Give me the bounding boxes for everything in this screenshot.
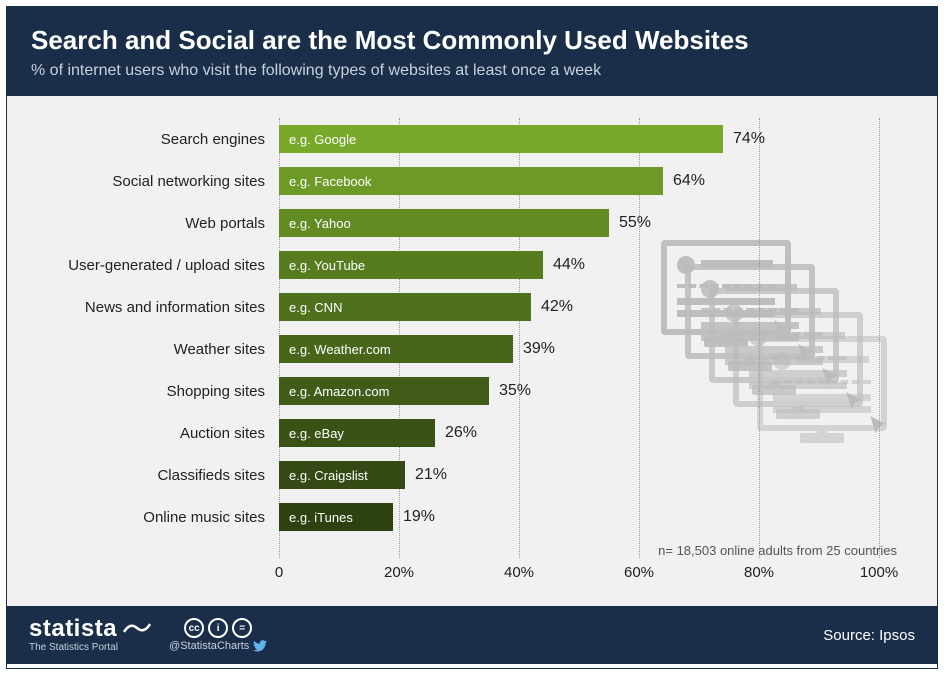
footer: statista The Statistics Portal cc i = @S… bbox=[7, 606, 937, 664]
twitter-icon bbox=[253, 640, 267, 652]
chart-header: Search and Social are the Most Commonly … bbox=[7, 7, 937, 96]
value-label: 44% bbox=[553, 256, 585, 274]
category-label: Weather sites bbox=[29, 341, 279, 358]
category-label: Shopping sites bbox=[29, 383, 279, 400]
bar: e.g. YouTube bbox=[279, 251, 543, 279]
bar: e.g. Yahoo bbox=[279, 209, 609, 237]
bar-wrap: e.g. iTunes 19% bbox=[279, 503, 879, 531]
x-tick-label: 20% bbox=[384, 564, 414, 581]
bar-wrap: e.g. Amazon.com 35% bbox=[279, 377, 879, 405]
twitter-handle: @StatistaCharts bbox=[169, 640, 249, 652]
bar-row: Weather sitese.g. Weather.com 39% bbox=[29, 328, 915, 370]
bar: e.g. iTunes bbox=[279, 503, 393, 531]
value-label: 21% bbox=[415, 466, 447, 484]
bar-rows: Search enginese.g. Google 74% Social netwo… bbox=[29, 118, 915, 538]
x-tick-label: 100% bbox=[860, 564, 898, 581]
bar-row: Search enginese.g. Google 74% bbox=[29, 118, 915, 160]
cc-license: cc i = @StatistaCharts bbox=[169, 618, 267, 652]
chart-subtitle: % of internet users who visit the follow… bbox=[31, 62, 913, 80]
bar: e.g. Craigslist bbox=[279, 461, 405, 489]
value-label: 74% bbox=[733, 130, 765, 148]
bar-wrap: e.g. Weather.com 39% bbox=[279, 335, 879, 363]
bar-row: User-generated / upload sitese.g. YouTub… bbox=[29, 244, 915, 286]
bar: e.g. Amazon.com bbox=[279, 377, 489, 405]
bar-wrap: e.g. eBay 26% bbox=[279, 419, 879, 447]
category-label: Classifieds sites bbox=[29, 467, 279, 484]
source-label: Source: Ipsos bbox=[823, 627, 915, 644]
value-label: 26% bbox=[445, 424, 477, 442]
category-label: Auction sites bbox=[29, 425, 279, 442]
value-label: 64% bbox=[673, 172, 705, 190]
category-label: Online music sites bbox=[29, 509, 279, 526]
bar-row: Web portalse.g. Yahoo 55% bbox=[29, 202, 915, 244]
by-icon: i bbox=[208, 618, 228, 638]
category-label: Web portals bbox=[29, 215, 279, 232]
bar-wrap: e.g. Google 74% bbox=[279, 125, 879, 153]
category-label: User-generated / upload sites bbox=[29, 257, 279, 274]
bar-wrap: e.g. Craigslist 21% bbox=[279, 461, 879, 489]
nd-icon: = bbox=[232, 618, 252, 638]
bar-wrap: e.g. Yahoo 55% bbox=[279, 209, 879, 237]
bar: e.g. Google bbox=[279, 125, 723, 153]
sample-size-note: n= 18,503 online adults from 25 countrie… bbox=[658, 543, 897, 558]
logo-tagline: The Statistics Portal bbox=[29, 643, 151, 653]
value-label: 35% bbox=[499, 382, 531, 400]
logo-name: statista bbox=[29, 617, 117, 641]
logo-wave-icon bbox=[123, 620, 151, 636]
category-label: Search engines bbox=[29, 131, 279, 148]
bar-row: News and information sitese.g. CNN 42% bbox=[29, 286, 915, 328]
x-axis: 020%40%60%80%100% bbox=[279, 558, 879, 588]
x-tick-label: 80% bbox=[744, 564, 774, 581]
value-label: 55% bbox=[619, 214, 651, 232]
value-label: 39% bbox=[523, 340, 555, 358]
cc-icon: cc bbox=[184, 618, 204, 638]
bar-row: Social networking sitese.g. Facebook 64% bbox=[29, 160, 915, 202]
bar-row: Shopping sitese.g. Amazon.com 35% bbox=[29, 370, 915, 412]
bar: e.g. Weather.com bbox=[279, 335, 513, 363]
bar-row: Classifieds sitese.g. Craigslist 21% bbox=[29, 454, 915, 496]
bar-row: Online music sitese.g. iTunes 19% bbox=[29, 496, 915, 538]
x-tick-label: 60% bbox=[624, 564, 654, 581]
category-label: News and information sites bbox=[29, 299, 279, 316]
bar-wrap: e.g. YouTube 44% bbox=[279, 251, 879, 279]
chart-title: Search and Social are the Most Commonly … bbox=[31, 25, 913, 56]
bar: e.g. CNN bbox=[279, 293, 531, 321]
statista-logo: statista The Statistics Portal bbox=[29, 617, 151, 653]
bar-wrap: e.g. Facebook 64% bbox=[279, 167, 879, 195]
bar: e.g. eBay bbox=[279, 419, 435, 447]
bar-wrap: e.g. CNN 42% bbox=[279, 293, 879, 321]
category-label: Social networking sites bbox=[29, 173, 279, 190]
bar: e.g. Facebook bbox=[279, 167, 663, 195]
value-label: 42% bbox=[541, 298, 573, 316]
value-label: 19% bbox=[403, 508, 435, 526]
bar-row: Auction sitese.g. eBay 26% bbox=[29, 412, 915, 454]
x-tick-label: 0 bbox=[275, 564, 283, 581]
chart-area: Search enginese.g. Google 74% Social netwo… bbox=[7, 96, 937, 606]
x-tick-label: 40% bbox=[504, 564, 534, 581]
